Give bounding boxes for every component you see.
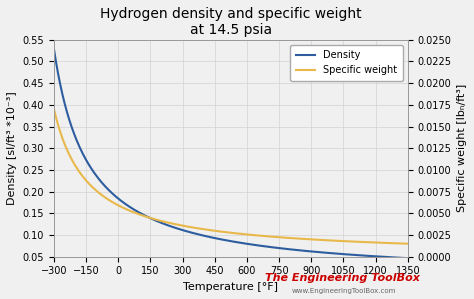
Legend: Density, Specific weight: Density, Specific weight [290,45,403,81]
Specific weight [51,107,57,110]
Title: Hydrogen density and specific weight
at 14.5 psia: Hydrogen density and specific weight at … [100,7,362,37]
Y-axis label: Density [sl/ft³ *10⁻³]: Density [sl/ft³ *10⁻³] [7,91,17,205]
X-axis label: Temperature [°F]: Temperature [°F] [183,282,278,292]
Line: Specific weight: Specific weight [54,109,408,244]
Line: Density: Density [54,48,408,258]
Density [51,46,57,50]
Specific weight [360,240,365,244]
Specific weight [187,225,192,229]
Specific weight [91,187,97,190]
Text: The Engineering ToolBox: The Engineering ToolBox [265,273,420,283]
Specific weight [112,202,118,205]
Density [202,234,208,238]
Density [187,230,192,234]
Specific weight [202,228,208,231]
Density [405,256,410,260]
Y-axis label: Specific weight [lbₙ/ft³]: Specific weight [lbₙ/ft³] [457,84,467,212]
Density [112,194,118,198]
Density [91,171,97,175]
Density [398,256,404,260]
Specific weight [405,242,410,245]
Text: www.EngineeringToolBox.com: www.EngineeringToolBox.com [292,288,396,294]
Specific weight [398,242,404,245]
Density [360,254,365,257]
